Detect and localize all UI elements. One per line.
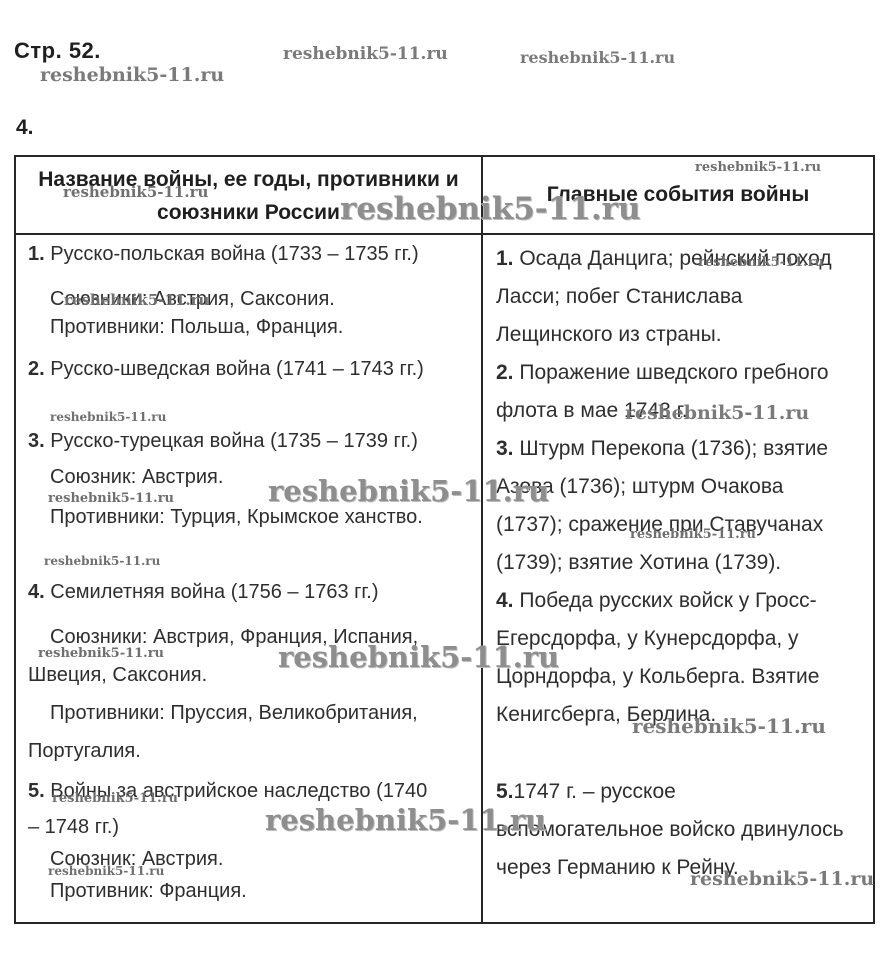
- question-number: 4.: [16, 116, 34, 139]
- war-title-1: 1. Русско-польская война (1733 – 1735 гг…: [28, 243, 419, 265]
- wars-table: Название войны, ее годы, противники и со…: [14, 155, 875, 924]
- war-title-2: 2. Русско-шведская война (1741 – 1743 гг…: [28, 358, 424, 380]
- event-3-cont: (1737); сражение при Ставучанах: [496, 513, 824, 536]
- column-wars: 1. Русско-польская война (1733 – 1735 гг…: [16, 235, 483, 922]
- war-number: 5.: [28, 780, 45, 802]
- war-enemies-5: Противник: Франция.: [50, 880, 247, 902]
- event-1-cont: Ласси; побег Станислава: [496, 285, 743, 308]
- header-line: союзники России: [157, 201, 340, 224]
- war-allies-1: Союзники: Австрия, Саксония.: [50, 288, 335, 310]
- war-enemies-3: Противники: Турция, Крымское ханство.: [50, 506, 423, 528]
- war-allies-4-cont: Швеция, Саксония.: [28, 664, 208, 686]
- header-cell-war-name: Название войны, ее годы, противники и со…: [16, 157, 483, 233]
- event-3-cont: (1739); взятие Хотина (1739).: [496, 551, 782, 574]
- event-number: 5.: [496, 780, 514, 803]
- event-1: 1. Осада Данцига; рейнский поход: [496, 247, 832, 270]
- page-number-label: Стр. 52.: [14, 38, 101, 63]
- event-5: 5.1747 г. – русское: [496, 780, 676, 803]
- event-5-cont: вспомогательное войско двинулось: [496, 818, 844, 841]
- event-2: 2. Поражение шведского гребного: [496, 361, 829, 384]
- watermark: reshebnik5-11.ru: [520, 48, 676, 67]
- header-line: Название войны, ее годы, противники и: [38, 168, 459, 191]
- war-allies-5: Союзник: Австрия.: [50, 848, 224, 870]
- event-number: 3.: [496, 437, 514, 460]
- event-2-cont: флота в мае 1743 г.: [496, 399, 688, 422]
- war-title-3: 3. Русско-турецкая война (1735 – 1739 гг…: [28, 430, 418, 452]
- war-title-4: 4. Семилетняя война (1756 – 1763 гг.): [28, 581, 379, 603]
- event-4: 4. Победа русских войск у Гросс-: [496, 589, 817, 612]
- header-cell-main-events: Главные события войны: [483, 157, 873, 233]
- event-3-cont: Азова (1736); штурм Очакова: [496, 475, 784, 498]
- war-allies-4: Союзники: Австрия, Франция, Испания,: [50, 626, 419, 648]
- war-title-5: 5. Войны за австрийское наследство (1740: [28, 780, 428, 802]
- war-number: 3.: [28, 430, 45, 452]
- table-body-row: 1. Русско-польская война (1733 – 1735 гг…: [16, 235, 873, 922]
- event-1-cont: Лещинского из страны.: [496, 323, 722, 346]
- war-title-5-cont: – 1748 гг.): [28, 816, 120, 838]
- event-number: 2.: [496, 361, 514, 384]
- event-number: 1.: [496, 247, 514, 270]
- event-4-cont: Цорндорфа, у Кольберга. Взятие: [496, 665, 820, 688]
- event-number: 4.: [496, 589, 514, 612]
- watermark: reshebnik5-11.ru: [40, 64, 225, 86]
- war-number: 4.: [28, 581, 45, 603]
- war-enemies-1: Противники: Польша, Франция.: [50, 316, 344, 338]
- event-4-cont: Кенигсберга, Берлина.: [496, 703, 717, 726]
- war-allies-3: Союзник: Австрия.: [50, 466, 224, 488]
- war-enemies-4: Противники: Пруссия, Великобритания,: [50, 702, 418, 724]
- event-5-cont: через Германию к Рейну.: [496, 856, 739, 879]
- war-number: 1.: [28, 243, 45, 265]
- war-enemies-4-cont: Португалия.: [28, 740, 141, 762]
- table-header-row: Название войны, ее годы, противники и со…: [16, 157, 873, 235]
- watermark: reshebnik5-11.ru: [283, 44, 448, 64]
- event-3: 3. Штурм Перекопа (1736); взятие: [496, 437, 829, 460]
- event-4-cont: Егерсдорфа, у Кунерсдорфа, у: [496, 627, 799, 650]
- war-number: 2.: [28, 358, 45, 380]
- column-events: 1. Осада Данцига; рейнский поход Ласси; …: [483, 235, 873, 922]
- header-line: Главные события войны: [546, 183, 810, 206]
